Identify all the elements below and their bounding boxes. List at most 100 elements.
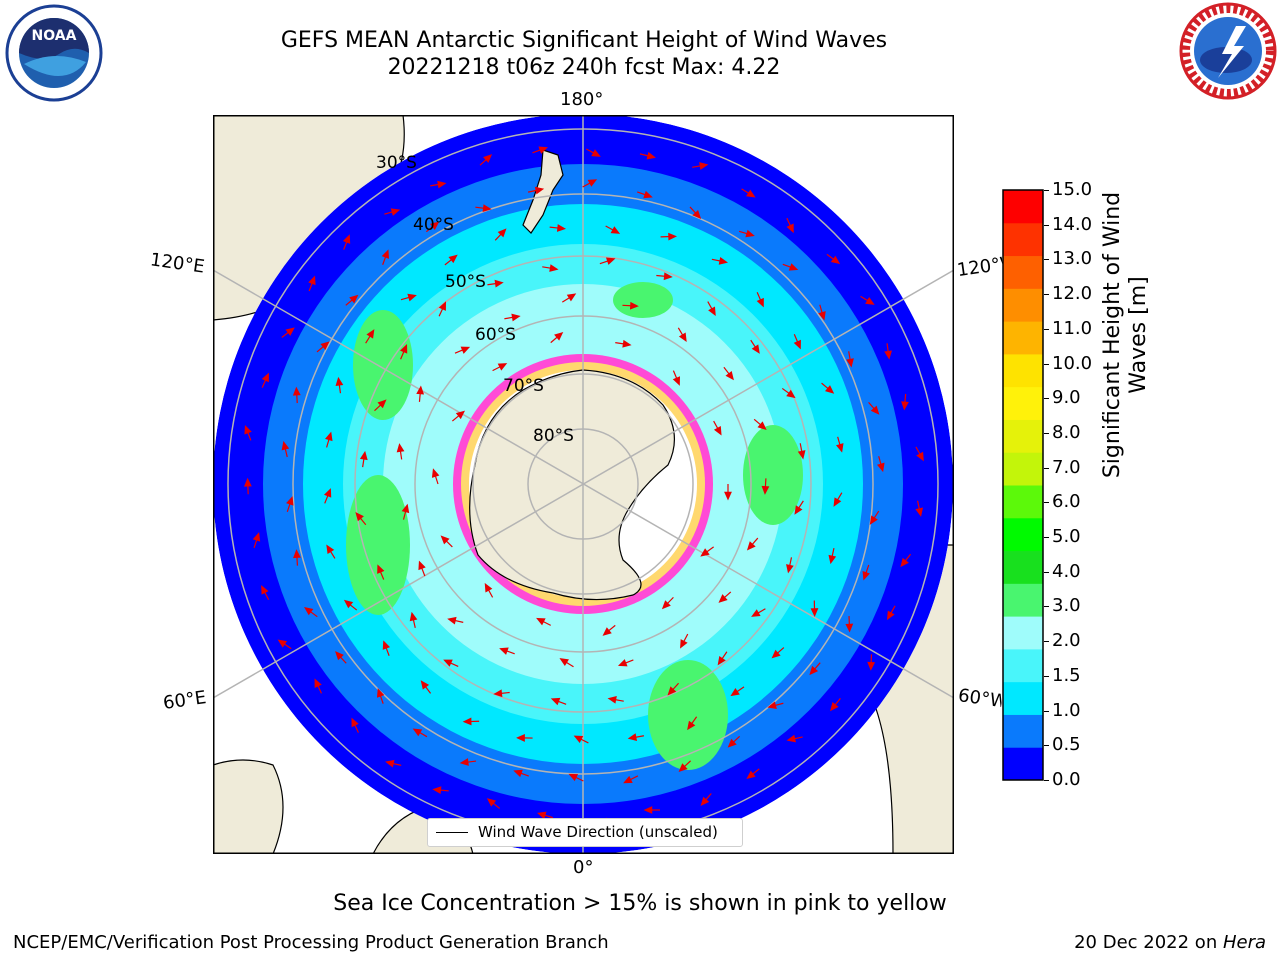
- wind-wave-arrowhead: [443, 659, 453, 667]
- wind-wave-arrowhead: [788, 263, 799, 271]
- wind-wave-arrowhead: [622, 339, 632, 348]
- wind-wave-arrowhead: [440, 535, 450, 545]
- wind-wave-arrowhead: [809, 665, 819, 676]
- wind-wave-arrowhead: [325, 431, 333, 442]
- wind-wave-arrowhead: [643, 190, 653, 199]
- wind-wave-arrowhead: [865, 297, 875, 305]
- wind-wave-arrowhead: [627, 733, 638, 741]
- colorbar-tick: [1044, 467, 1049, 469]
- wind-wave-arrowhead: [828, 554, 837, 565]
- wind-wave-arrowhead: [797, 450, 806, 460]
- wind-wave-arrowhead: [724, 491, 732, 501]
- wind-wave-arrowhead: [550, 697, 561, 706]
- legend-line: [436, 832, 468, 833]
- wind-wave-arrowhead: [448, 254, 458, 264]
- wind-wave-arrowhead: [869, 515, 878, 525]
- wind-wave-arrowhead: [667, 686, 677, 696]
- colorbar-tick: [1044, 328, 1049, 330]
- wind-wave-arrowhead: [786, 734, 796, 743]
- wind-wave-arrowhead: [343, 599, 354, 609]
- colorbar-tick-label: 2.0: [1052, 630, 1081, 652]
- colorbar-label: Significant Height of Wind Waves [m]: [1100, 185, 1152, 485]
- wind-wave-arrowhead: [244, 424, 252, 435]
- wind-wave-arrowhead: [643, 806, 653, 814]
- wind-wave-arrowhead: [355, 511, 364, 522]
- footer-right: 20 Dec 2022 on Hera: [1074, 932, 1266, 953]
- chart-subtitle: 20221218 t06z 240h fcst Max: 4.22: [387, 55, 781, 80]
- wind-wave-arrowhead: [438, 301, 447, 311]
- wind-wave-arrowhead: [261, 372, 269, 383]
- colorbar-segment: [1003, 583, 1043, 617]
- colorbar-tick-label: 11.0: [1052, 317, 1093, 339]
- colorbar-tick-label: 15.0: [1052, 179, 1093, 200]
- colorbar-tick: [1044, 363, 1049, 365]
- wind-wave-arrowhead: [605, 257, 616, 265]
- wave-patch: [346, 475, 410, 615]
- wind-wave-arrowhead: [835, 443, 844, 453]
- colorbar-tick-label: 8.0: [1052, 421, 1081, 443]
- wind-wave-arrowhead: [326, 544, 335, 554]
- wind-wave-arrowhead: [700, 548, 710, 557]
- lat-label-80: 80°S: [533, 426, 574, 446]
- wind-wave-arrowhead: [534, 186, 545, 195]
- lat-label-50: 50°S: [445, 272, 486, 292]
- wind-wave-arrowhead: [377, 399, 387, 409]
- wind-wave-arrowhead: [727, 738, 737, 748]
- wind-wave-arrowhead: [537, 811, 547, 820]
- wind-wave-arrows: [243, 146, 924, 827]
- wind-wave-arrowhead: [786, 564, 794, 574]
- wind-wave-arrowhead: [746, 541, 756, 551]
- wind-wave-arrowhead: [746, 189, 756, 198]
- colorbar-tick-label: 6.0: [1052, 491, 1081, 513]
- wind-wave-arrowhead: [884, 350, 892, 360]
- wind-wave-arrowhead: [401, 503, 410, 514]
- wind-wave-arrowhead: [412, 728, 423, 737]
- wind-wave-arrowhead: [335, 651, 344, 661]
- wind-wave-arrowhead: [483, 154, 493, 163]
- wind-wave-arrowhead: [376, 688, 385, 698]
- wind-wave-arrowhead: [390, 208, 401, 216]
- wind-wave-arrowhead: [846, 358, 854, 368]
- colorbar-tick: [1044, 745, 1049, 747]
- wind-wave-arrowhead: [566, 293, 577, 302]
- colorbar-segment: [1003, 386, 1043, 420]
- wind-wave-arrowhead: [418, 560, 426, 571]
- wind-wave-arrowhead: [845, 623, 854, 633]
- wind-wave-arrowhead: [359, 450, 368, 461]
- wind-wave-arrowhead: [718, 594, 728, 603]
- lat-label-60: 60°S: [475, 325, 516, 345]
- colorbar-tick: [1044, 780, 1049, 781]
- colorbar-tick: [1044, 259, 1049, 261]
- wind-wave-arrowhead: [482, 204, 492, 213]
- colorbar-segment: [1003, 485, 1043, 519]
- wind-wave-arrowhead: [573, 735, 584, 743]
- wind-wave-arrowhead: [833, 497, 842, 507]
- lon-label-120e: 120°E: [148, 249, 206, 278]
- lat-label-30: 30°S: [376, 153, 417, 173]
- wind-wave-arrowhead: [916, 451, 924, 462]
- wind-wave-arrowhead: [559, 658, 569, 667]
- colorbar-tick-label: 1.5: [1052, 664, 1081, 686]
- lon-label-180: 180°: [560, 89, 604, 110]
- wind-wave-arrowhead: [486, 798, 497, 807]
- wind-wave-arrowhead: [366, 329, 375, 339]
- wind-wave-arrowhead: [818, 311, 826, 321]
- wind-wave-arrowhead: [455, 410, 466, 420]
- wind-wave-arrowhead: [432, 786, 442, 795]
- wind-wave-arrowhead: [549, 264, 559, 272]
- lat-label-70: 70°S: [503, 376, 544, 396]
- colorbar-tick: [1044, 432, 1049, 434]
- colorbar-segment: [1003, 681, 1043, 715]
- wave-patch: [613, 282, 673, 318]
- wind-wave-arrowhead: [320, 341, 330, 350]
- colorbar-segment: [1003, 517, 1043, 552]
- colorbar: [1002, 189, 1044, 781]
- colorbar-segment: [1003, 222, 1043, 257]
- wind-wave-arrowhead: [746, 770, 756, 780]
- wind-wave-arrowhead: [623, 775, 633, 784]
- wind-wave-arrowhead: [830, 255, 841, 265]
- wind-wave-arrowhead: [277, 639, 288, 648]
- colorbar-tick-label: 3.0: [1052, 595, 1081, 617]
- wind-wave-arrowhead: [678, 763, 688, 773]
- colorbar-tick-label: 14.0: [1052, 213, 1093, 235]
